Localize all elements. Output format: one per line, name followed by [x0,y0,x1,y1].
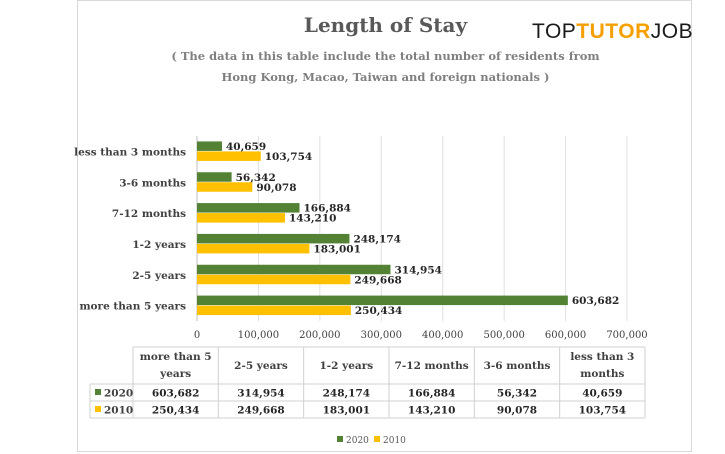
brand-logo: TOPTUTORJOB [532,20,693,44]
x-tick-label-0: 0 [194,330,200,341]
table-series-label-2010: 2010 [104,405,133,417]
bar-2010-3 [197,243,310,254]
y-category-label-2: 7-12 months [112,208,186,220]
chart-frame: Length of Stay ( The data in this table … [77,0,692,452]
bar-2010-1 [197,182,253,192]
bar-2010-5 [197,305,351,316]
x-tick-label-4: 400,000 [422,330,463,341]
data-label-2020-1: 56,342 [236,172,276,184]
y-category-label-5: more than 5 years [79,301,186,313]
x-tick-label-1: 100,000 [238,330,279,341]
table-header-4-line-0: 3-6 months [484,360,551,372]
data-label-2020-0: 40,659 [226,141,266,153]
table-legend-key-2020 [95,389,101,395]
brand-part-3: JOB [650,20,694,43]
data-label-2010-2: 143,210 [289,213,337,225]
table-cell-2010-3: 143,210 [408,405,456,417]
subtitle-line-2: Hong Kong, Macao, Taiwan and foreign nat… [221,70,550,84]
x-tick-label-5: 500,000 [483,330,524,341]
chart-subtitle: ( The data in this table include the tot… [98,46,673,88]
data-label-2010-0: 103,754 [265,151,313,163]
bar-2020-1 [197,172,232,182]
brand-part-2: TUTOR [576,20,651,43]
table-header-3-line-0: 7-12 months [395,360,469,372]
data-label-2020-3: 248,174 [353,233,401,245]
bar-2010-2 [197,213,285,223]
table-cell-2010-2: 183,001 [323,405,371,417]
table-cell-2020-1: 314,954 [237,388,285,400]
table-header-2-line-0: 1-2 years [320,360,374,372]
data-label-2020-4: 314,954 [394,264,442,276]
table-header-5-line-1: months [580,368,624,380]
legend-key-2020 [337,436,343,442]
table-cell-2010-4: 90,078 [497,405,537,417]
legend-label-2020: 2020 [346,436,369,446]
bar-2020-4 [197,264,391,275]
y-category-label-3: 1-2 years [132,239,186,251]
table-header-0-line-0: more than 5 [140,351,212,363]
table-cell-2010-0: 250,434 [152,405,200,417]
x-tick-label-3: 300,000 [361,330,402,341]
table-series-label-2020: 2020 [104,388,133,400]
table-cell-2010-1: 249,668 [237,405,285,417]
data-label-2010-1: 90,078 [256,182,296,194]
table-cell-2020-0: 603,682 [152,388,200,400]
bar-2020-3 [197,233,350,244]
x-tick-label-6: 600,000 [545,330,586,341]
bar-2010-0 [197,151,261,161]
table-legend-key-2010 [95,406,101,412]
chart-title: Length of Stay [303,13,468,37]
data-label-2010-4: 249,668 [354,274,402,286]
y-category-label-4: 2-5 years [132,270,186,282]
y-category-label-0: less than 3 months [74,146,186,158]
bar-2020-0 [197,141,222,151]
table-header-1-line-0: 2-5 years [234,360,288,372]
data-label-2020-2: 166,884 [304,203,352,215]
data-label-2010-3: 183,001 [313,243,361,255]
table-cell-2020-5: 40,659 [582,388,622,400]
brand-part-1: TOP [532,20,577,43]
y-category-label-1: 3-6 months [119,177,186,189]
legend-key-2010 [374,436,380,442]
table-cell-2010-5: 103,754 [579,405,627,417]
bar-2020-5 [197,295,568,306]
table-cell-2020-4: 56,342 [497,388,537,400]
data-label-2020-5: 603,682 [572,295,620,307]
table-cell-2020-3: 166,884 [408,388,456,400]
subtitle-line-1: ( The data in this table include the tot… [171,49,600,63]
legend-label-2010: 2010 [383,436,406,446]
data-label-2010-5: 250,434 [355,305,403,317]
table-header-5-line-0: less than 3 [570,351,634,363]
table-cell-2020-2: 248,174 [323,388,371,400]
x-tick-label-7: 700,000 [606,330,647,341]
bar-2020-2 [197,203,300,213]
x-tick-label-2: 200,000 [299,330,340,341]
table-header-0-line-1: years [159,368,191,380]
bar-2010-4 [197,274,351,285]
